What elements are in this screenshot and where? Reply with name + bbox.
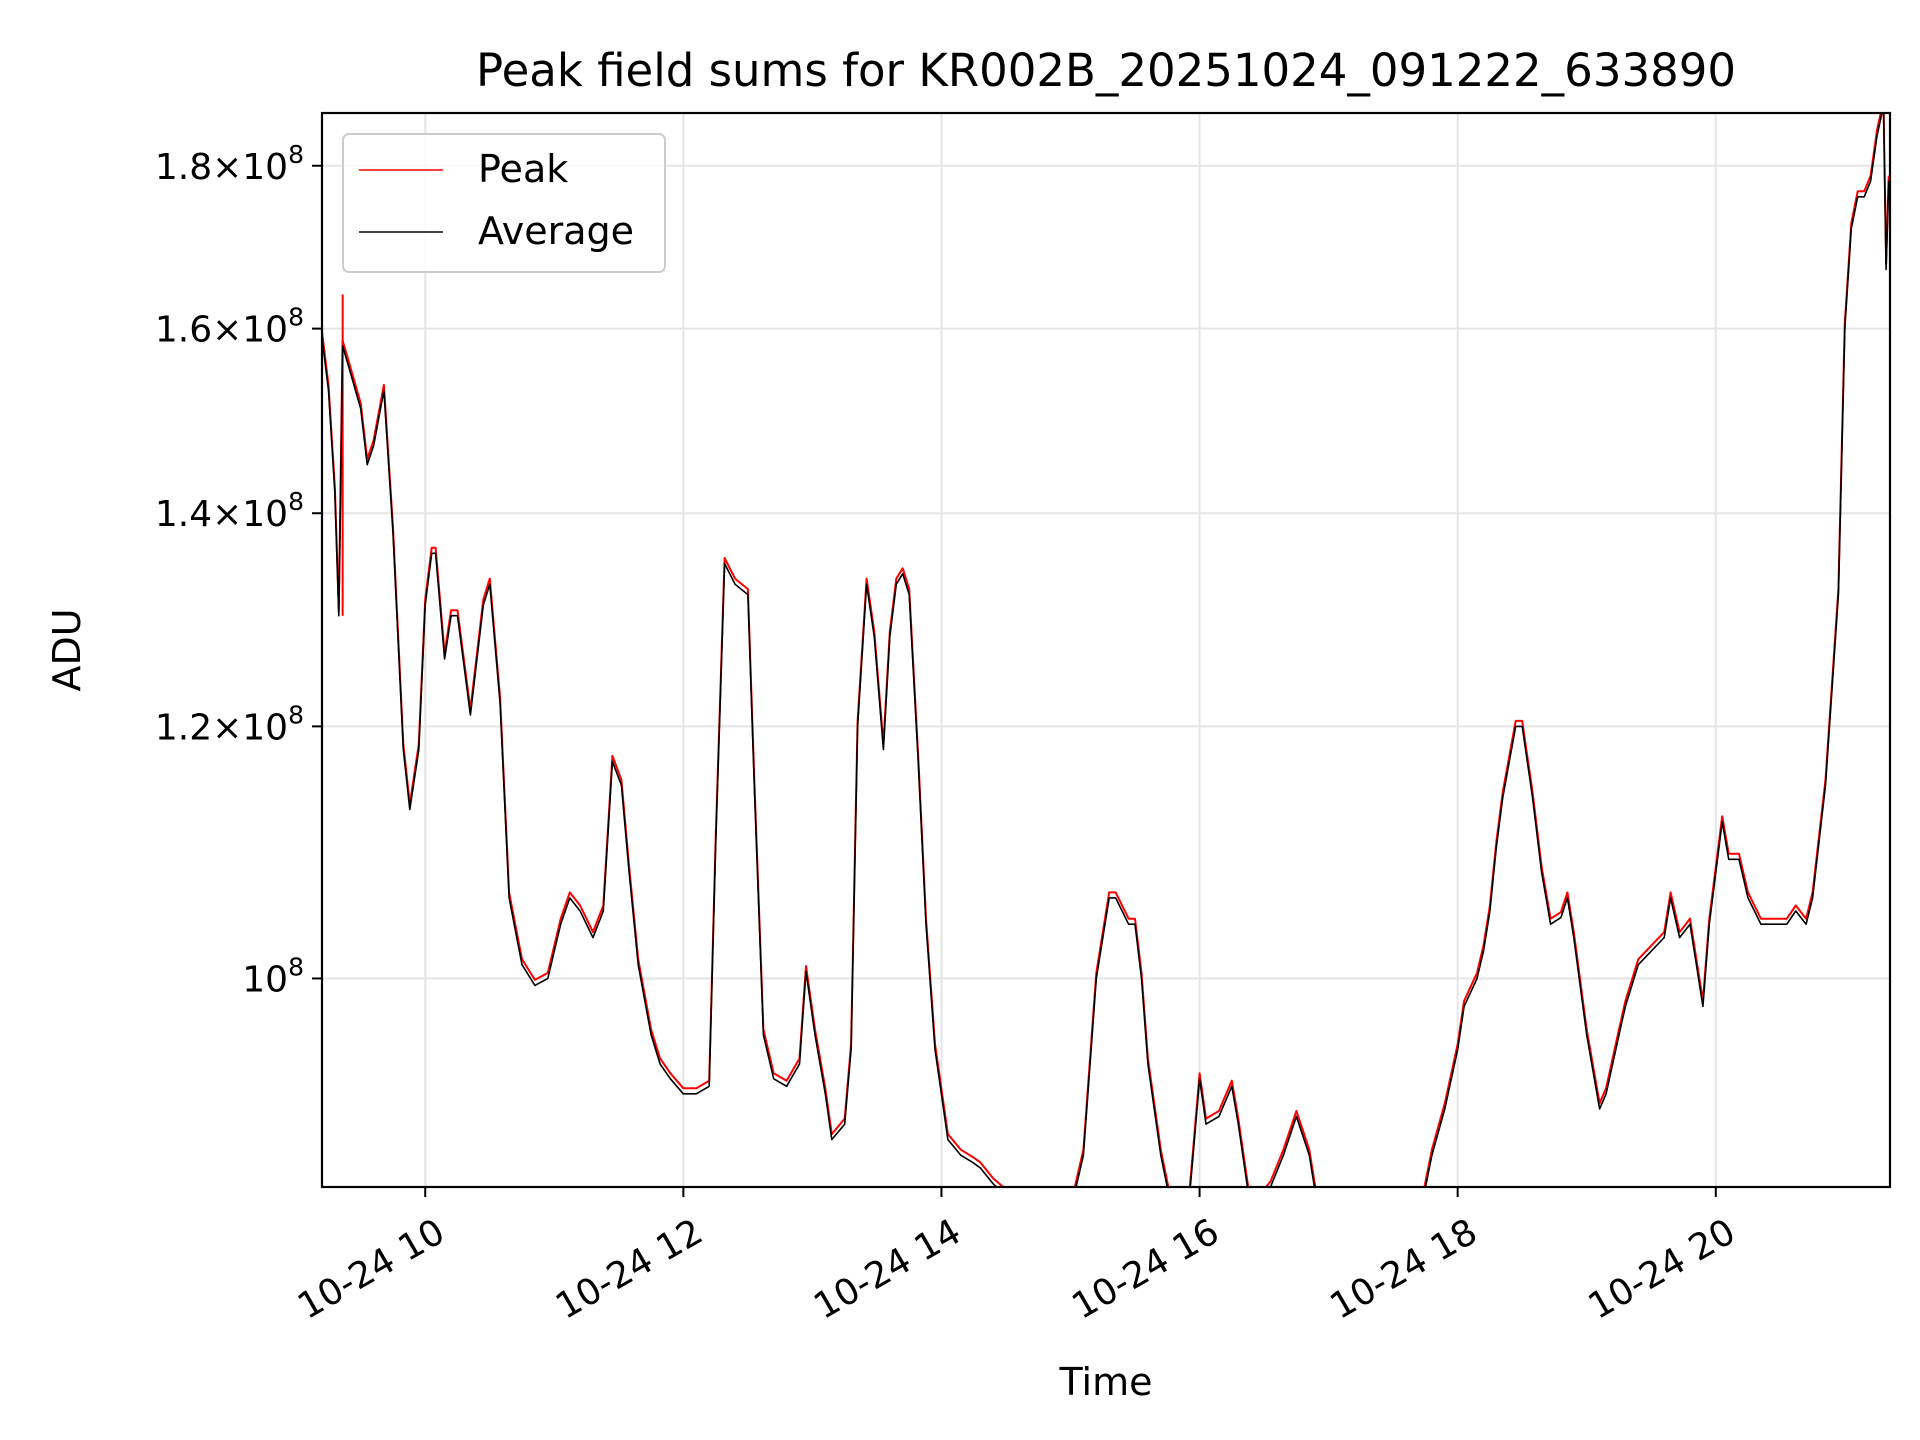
y-axis-label: ADU [45, 608, 89, 691]
x-tick-label-5: 10-24 20 [1582, 1211, 1743, 1327]
y-tick-label-1: 1.2×108 [155, 700, 304, 748]
x-tick-label-3: 10-24 16 [1065, 1211, 1226, 1327]
x-axis-label: Time [1059, 1360, 1153, 1404]
y-tick-label-0: 108 [242, 952, 304, 1000]
x-axis-ticks: 10-24 10 10-24 12 10-24 14 10-24 16 10-24 18… [291, 1187, 1742, 1328]
y-tick-label-4: 1.8×108 [155, 140, 304, 188]
legend-peak-label: Peak [478, 147, 568, 191]
plot-area-frame [320, 111, 1892, 1189]
y-tick-label-3: 1.6×108 [155, 303, 304, 351]
y-tick-label-2: 1.4×108 [155, 487, 304, 535]
series-lines [322, 113, 1890, 1187]
series-line-average [322, 113, 1890, 1187]
chart-title: Peak field sums for KR002B_20251024_0912… [476, 44, 1736, 97]
legend: Peak Average [342, 133, 666, 273]
x-tick-label-4: 10-24 18 [1323, 1211, 1484, 1327]
x-tick-label-1: 10-24 12 [549, 1211, 710, 1327]
y-axis-ticks: 108 1.2×108 1.4×108 1.6×108 1.8×108 [155, 140, 322, 1000]
legend-frame [342, 133, 666, 273]
x-tick-label-2: 10-24 14 [807, 1211, 968, 1327]
grid-lines [322, 113, 1890, 1187]
legend-average-label: Average [478, 209, 634, 253]
x-tick-label-0: 10-24 10 [291, 1211, 452, 1327]
series-line-peak [322, 113, 1890, 1187]
